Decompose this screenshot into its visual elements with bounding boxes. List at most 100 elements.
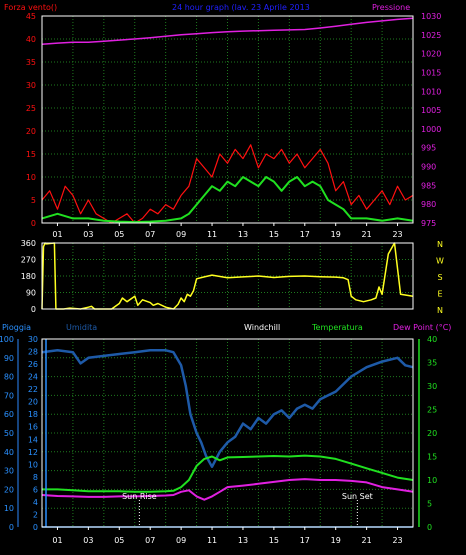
dewpoint-line [41, 478, 414, 501]
humidity-tick-label: 2 [33, 510, 38, 519]
sunrise-label: Sun Rise [122, 492, 157, 501]
rain-tick-label: 80 [4, 373, 14, 382]
humidity-tick-label: 28 [28, 348, 38, 357]
direction-panel-frame [41, 242, 414, 310]
wind-x-tick-label: 19 [331, 230, 341, 239]
humidity-tick-label: 4 [33, 498, 38, 507]
wind-tick-label: 10 [26, 173, 36, 182]
pressure-tick-label: 995 [421, 144, 436, 153]
pressure-line [41, 17, 414, 45]
temp-x-tick-label: 01 [52, 536, 62, 545]
temperature-tick-label: 15 [427, 453, 437, 462]
wind-x-tick-label: 21 [362, 230, 372, 239]
humidity-tick-label: 24 [28, 373, 38, 382]
legend-windchill: Windchill [244, 323, 280, 332]
wind-x-tick-label: 23 [392, 230, 402, 239]
compass-label: W [436, 257, 444, 266]
rain-tick-label: 90 [4, 354, 14, 363]
humidity-tick-label: 6 [33, 485, 38, 494]
pressure-tick-label: 1025 [421, 31, 441, 40]
frame-layer [17, 15, 420, 530]
direction-tick-label: 270 [21, 256, 36, 265]
wind-tick-label: 40 [26, 35, 36, 44]
legend-umidita: Umidita [66, 323, 97, 332]
direction-tick-label: 0 [31, 305, 36, 314]
direction-tick-label: 360 [21, 239, 36, 248]
humidity-tick-label: 20 [28, 398, 38, 407]
wind-x-tick-label: 11 [207, 230, 217, 239]
temp-x-tick-label: 03 [83, 536, 93, 545]
compass-label: S [437, 273, 442, 282]
sunset-label: Sun Set [342, 492, 373, 501]
pressure-tick-label: 980 [421, 200, 436, 209]
compass-label: N [437, 306, 443, 315]
rain-tick-label: 60 [4, 410, 14, 419]
humidity-tick-label: 8 [33, 473, 38, 482]
temp-x-tick-label: 05 [114, 536, 124, 545]
pressure-tick-label: 1005 [421, 106, 441, 115]
temperature-tick-label: 30 [427, 382, 437, 391]
temp-x-tick-label: 17 [300, 536, 310, 545]
pressure-axis-title: Pressione [372, 3, 410, 12]
humidity-tick-label: 26 [28, 360, 38, 369]
temperature-tick-label: 20 [427, 429, 437, 438]
humidity-tick-label: 14 [28, 435, 38, 444]
pressure-tick-label: 975 [421, 219, 436, 228]
humidity-tick-label: 22 [28, 385, 38, 394]
temp-x-tick-label: 23 [392, 536, 402, 545]
wind-x-tick-label: 01 [52, 230, 62, 239]
wind-tick-label: 5 [31, 196, 36, 205]
humidity-tick-label: 30 [28, 335, 38, 344]
temperature-tick-label: 5 [427, 500, 432, 509]
compass-label: N [437, 240, 443, 249]
wind-x-tick-label: 07 [145, 230, 155, 239]
chart-title: 24 hour graph (lav. 23 Aprile 2013 [172, 3, 310, 12]
temperature-tick-label: 40 [427, 335, 437, 344]
pressure-tick-label: 985 [421, 181, 436, 190]
pressure-tick-label: 1030 [421, 12, 441, 21]
wind-x-tick-label: 15 [269, 230, 279, 239]
rain-tick-label: 10 [4, 504, 14, 513]
rain-tick-label: 50 [4, 429, 14, 438]
pressure-tick-label: 990 [421, 163, 436, 172]
wind-x-tick-label: 13 [238, 230, 248, 239]
legend-temperatura: Temperatura [311, 323, 363, 332]
wind-x-tick-label: 05 [114, 230, 124, 239]
temperature-tick-label: 35 [427, 359, 437, 368]
wind-gust-line [41, 144, 414, 224]
wind-tick-label: 15 [26, 150, 36, 159]
rain-tick-label: 40 [4, 448, 14, 457]
humidity-tick-label: 0 [33, 523, 38, 532]
wind-x-tick-label: 17 [300, 230, 310, 239]
temp-x-tick-label: 15 [269, 536, 279, 545]
legend-dew-point: Dew Point (°C) [393, 323, 451, 332]
wind-x-tick-label: 03 [83, 230, 93, 239]
wind-panel-frame [41, 15, 414, 224]
pressure-tick-label: 1015 [421, 68, 441, 77]
temp-panel-frame [41, 338, 414, 528]
temp-x-tick-label: 13 [238, 536, 248, 545]
temperature-tick-label: 25 [427, 406, 437, 415]
compass-label: E [437, 290, 442, 299]
humidity-tick-label: 16 [28, 423, 38, 432]
wind-x-tick-label: 09 [176, 230, 186, 239]
humidity-tick-label: 18 [28, 410, 38, 419]
direction-tick-label: 90 [26, 289, 36, 298]
direction-tick-label: 180 [21, 272, 36, 281]
pressure-tick-label: 1010 [421, 87, 441, 96]
humidity-line [41, 349, 414, 469]
wind-tick-label: 30 [26, 81, 36, 90]
tick-labels-layer: 0510152025303540459759809859909951000100… [0, 12, 444, 545]
temp-x-tick-label: 19 [331, 536, 341, 545]
wind-tick-label: 45 [26, 12, 36, 21]
temp-x-tick-label: 09 [176, 536, 186, 545]
temp-x-tick-label: 21 [362, 536, 372, 545]
wind-tick-label: 25 [26, 104, 36, 113]
wind-tick-label: 0 [31, 219, 36, 228]
rain-tick-label: 70 [4, 391, 14, 400]
rain-tick-label: 100 [0, 335, 14, 344]
humidity-tick-label: 12 [28, 448, 38, 457]
rain-tick-label: 20 [4, 485, 14, 494]
temp-x-tick-label: 07 [145, 536, 155, 545]
